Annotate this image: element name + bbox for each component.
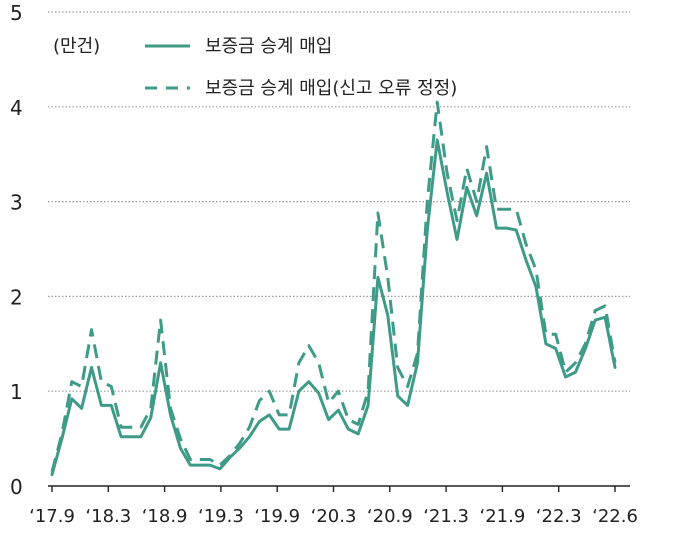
legend-label-solid: 보증금 승계 매입 bbox=[205, 36, 332, 57]
y-tick-labels: 0 1 2 3 4 5 bbox=[10, 1, 23, 499]
legend: (만건) 보증금 승계 매입 보증금 승계 매입(신고 오류 정정) bbox=[53, 36, 457, 99]
x-tick-label: ‘17.9 bbox=[29, 506, 75, 527]
y-tick-label: 4 bbox=[10, 96, 23, 120]
y-tick-label: 3 bbox=[10, 191, 23, 215]
x-tick-label: ‘18.9 bbox=[142, 506, 188, 527]
x-tick-labels: ‘17.9 ‘18.3 ‘18.9 ‘19.3 ‘19.9 ‘20.3 ‘20.9 ‘21.3… bbox=[29, 506, 638, 527]
series-line-solid bbox=[50, 138, 617, 477]
y-tick-label: 5 bbox=[10, 1, 23, 25]
y-tick-label: 2 bbox=[10, 285, 23, 309]
unit-label: (만건) bbox=[53, 36, 100, 57]
x-tick-label: ‘18.3 bbox=[85, 506, 131, 527]
x-tick-label: ‘21.9 bbox=[479, 506, 525, 527]
x-tick-label: ‘20.3 bbox=[311, 506, 357, 527]
grid-lines bbox=[48, 11, 630, 392]
series-line-dashed bbox=[50, 100, 617, 473]
series-lines bbox=[50, 100, 617, 477]
x-tick-label: ‘20.9 bbox=[367, 506, 413, 527]
x-axis bbox=[48, 485, 630, 492]
y-tick-label: 1 bbox=[10, 380, 23, 404]
legend-label-dashed: 보증금 승계 매입(신고 오류 정정) bbox=[205, 78, 457, 99]
x-tick-label: ‘19.3 bbox=[198, 506, 244, 527]
x-tick-label: ‘19.9 bbox=[254, 506, 300, 527]
x-tick-label: ‘22.6 bbox=[592, 506, 638, 527]
x-tick-label: ‘21.3 bbox=[423, 506, 469, 527]
y-tick-label: 0 bbox=[10, 475, 23, 499]
x-tick-label: ‘22.3 bbox=[536, 506, 582, 527]
